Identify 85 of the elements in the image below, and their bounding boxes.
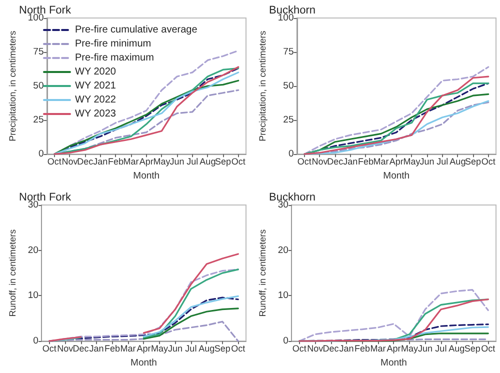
x-tick-label: Dec [327,156,344,167]
x-tick-label: Dec [77,156,94,167]
x-tick-label: Feb [104,344,120,354]
legend-label: WY 2021 [75,80,116,92]
x-tick-label: Oct [47,156,62,167]
y-tick-label: 75 [33,46,44,58]
x-tick-label: Oct [292,344,307,354]
x-tick-label: Mar [373,156,389,167]
y-axis-title: Runoff, in centimeters [8,228,18,317]
y-tick-label: 20 [28,244,38,256]
x-tick-label: Sep [464,344,480,354]
x-tick-label: Jun [420,156,434,167]
x-axis-title: Month [133,170,160,182]
legend-label: WY 2023 [75,108,116,120]
x-tick-label: May [403,156,421,167]
x-tick-label: Dec [72,344,90,354]
x-tick-label: Nov [307,344,324,354]
x-tick-label: Feb [108,156,124,167]
x-tick-label: Jul [186,156,198,167]
x-tick-label: Jul [185,344,197,354]
y-tick-label: 0 [283,336,288,347]
x-tick-label: Jun [168,344,182,354]
x-tick-label: Aug [450,156,466,167]
y-tick-label: 50 [283,80,294,92]
legend-label: WY 2020 [75,66,116,78]
legend-label: Pre-fire minimum [75,38,152,50]
x-tick-label: Mar [123,156,139,167]
y-tick-label: 25 [33,114,44,126]
x-tick-label: Apr [139,156,154,167]
y-tick-label: 10 [28,290,38,302]
x-tick-label: Jan [343,156,358,167]
x-tick-label: Feb [354,344,370,354]
x-tick-label: May [153,156,171,167]
y-tick-label: 50 [33,80,44,92]
x-tick-label: Mar [120,344,136,354]
x-tick-label: Mar [370,344,386,354]
y-tick-label: 20 [278,244,288,256]
legend-label: Pre-fire cumulative average [75,24,198,36]
y-tick-label: 30 [28,200,38,210]
x-tick-label: Aug [200,156,216,167]
x-tick-label: Nov [312,156,328,167]
x-tick-label: Oct [231,156,246,167]
x-axis-title: Month [383,170,410,182]
x-tick-label: Aug [448,344,465,354]
x-tick-label: Apr [386,344,401,354]
x-axis-title: Month [380,358,407,368]
x-tick-label: Jun [418,344,432,354]
y-tick-label: 75 [283,46,294,58]
y-tick-label: 0 [33,336,38,347]
x-tick-label: Nov [57,344,74,354]
x-tick-label: May [150,344,168,354]
y-tick-label: 100 [28,12,44,24]
x-tick-label: Aug [198,344,215,354]
y-axis-title: Runoff, in centimeters [258,228,268,317]
x-tick-label: Oct [231,344,246,354]
y-tick-label: 0 [38,148,44,160]
y-tick-label: 25 [283,114,294,126]
x-tick-label: Jan [339,344,354,354]
x-tick-label: Dec [322,344,340,354]
x-tick-label: Oct [297,156,312,167]
x-tick-label: Jan [89,344,104,354]
x-tick-label: Oct [481,156,496,167]
x-tick-label: Sep [465,156,482,167]
y-axis-title: Precipitation, in centimeters [8,30,18,142]
x-tick-label: Apr [389,156,404,167]
x-tick-label: Sep [214,344,230,354]
legend-label: Pre-fire maximum [75,52,154,64]
x-tick-label: Jul [436,156,448,167]
y-axis-title: Precipitation, in centimeters [258,30,268,142]
x-tick-label: Apr [136,344,151,354]
legend-label: WY 2022 [75,94,116,106]
x-tick-label: Jan [93,156,108,167]
y-tick-label: 100 [278,12,294,24]
x-tick-label: Sep [215,156,232,167]
y-tick-label: 10 [278,290,288,302]
x-tick-label: Oct [481,344,496,354]
x-tick-label: Feb [358,156,374,167]
y-tick-label: 0 [288,148,294,160]
x-axis-title: Month [130,358,157,368]
x-tick-label: May [400,344,418,354]
x-tick-label: Nov [62,156,78,167]
y-tick-label: 30 [278,200,288,210]
x-tick-label: Jul [435,344,447,354]
x-tick-label: Jun [170,156,184,167]
x-tick-label: Oct [42,344,57,354]
